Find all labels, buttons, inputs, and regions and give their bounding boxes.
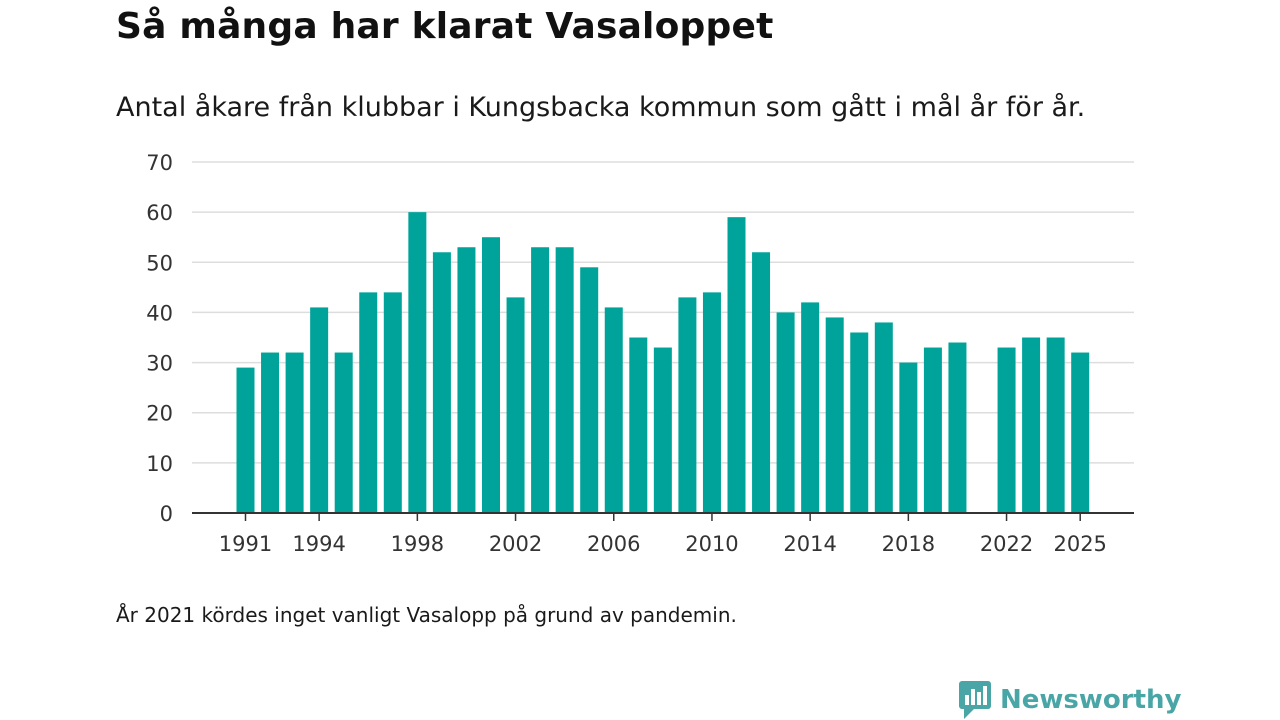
y-tick-label: 30 bbox=[146, 352, 173, 376]
bar-2000 bbox=[457, 247, 476, 513]
y-tick-label: 70 bbox=[146, 151, 173, 175]
bar-2013 bbox=[776, 312, 795, 513]
bar-1998 bbox=[408, 212, 427, 513]
footnote: År 2021 kördes inget vanligt Vasalopp på… bbox=[116, 603, 737, 627]
bar-1991 bbox=[236, 367, 255, 513]
bar-2014 bbox=[801, 302, 820, 513]
bar-1997 bbox=[383, 292, 402, 513]
x-tick-label: 1991 bbox=[219, 532, 272, 556]
chart-subtitle: Antal åkare från klubbar i Kungsbacka ko… bbox=[116, 92, 1086, 123]
bar-2004 bbox=[555, 247, 574, 513]
bar-2015 bbox=[825, 317, 844, 513]
bar-1992 bbox=[261, 352, 280, 513]
y-tick-label: 0 bbox=[160, 502, 173, 526]
y-tick-label: 10 bbox=[146, 452, 173, 476]
newsworthy-logo-icon bbox=[959, 681, 991, 719]
bar-2012 bbox=[752, 252, 771, 513]
bar-2016 bbox=[850, 332, 869, 513]
bar-2011 bbox=[727, 217, 746, 513]
bar-1994 bbox=[310, 307, 329, 513]
brand-name: Newsworthy bbox=[1000, 685, 1182, 715]
x-tick-label: 2018 bbox=[882, 532, 935, 556]
bar-1993 bbox=[285, 352, 304, 513]
x-tick-label: 1994 bbox=[292, 532, 345, 556]
y-axis-ticks: 0 10 20 30 40 50 60 70 bbox=[146, 151, 173, 526]
bar-1995 bbox=[334, 352, 353, 513]
bar-1999 bbox=[432, 252, 451, 513]
bar-chart: 0 10 20 30 40 50 60 70 1991 1994 1998 2002 2006 2010… bbox=[146, 151, 1134, 556]
bar-2006 bbox=[604, 307, 623, 513]
bar-2001 bbox=[482, 237, 500, 513]
bars bbox=[236, 212, 1090, 513]
bar-2024 bbox=[1046, 337, 1065, 513]
bar-2019 bbox=[923, 347, 942, 513]
bar-2003 bbox=[531, 247, 550, 513]
x-tick-label: 2022 bbox=[980, 532, 1033, 556]
newsworthy-logo: Newsworthy bbox=[958, 680, 1181, 720]
x-tick-label: 2006 bbox=[587, 532, 640, 556]
bar-2002 bbox=[506, 297, 525, 513]
x-tick-label: 2025 bbox=[1053, 532, 1106, 556]
y-tick-label: 40 bbox=[146, 301, 173, 325]
bar-2018 bbox=[899, 362, 918, 513]
bar-2007 bbox=[629, 337, 648, 513]
chart-title: Så många har klarat Vasaloppet bbox=[116, 6, 774, 47]
bar-2005 bbox=[580, 267, 599, 513]
x-tick-label: 2014 bbox=[783, 532, 836, 556]
bar-2022 bbox=[997, 347, 1016, 513]
bar-2009 bbox=[678, 297, 697, 513]
bar-2023 bbox=[1022, 337, 1041, 513]
x-tick-label: 1998 bbox=[391, 532, 444, 556]
bar-2017 bbox=[874, 322, 893, 513]
bar-2008 bbox=[653, 347, 672, 513]
bar-1996 bbox=[359, 292, 378, 513]
bar-2020 bbox=[948, 342, 967, 513]
x-tick-label: 2010 bbox=[685, 532, 738, 556]
y-tick-label: 50 bbox=[146, 251, 173, 275]
y-tick-label: 20 bbox=[146, 402, 173, 426]
x-axis-ticks: 1991 1994 1998 2002 2006 2010 2014 2018 2022 2025 bbox=[219, 513, 1107, 556]
bar-2010 bbox=[702, 292, 721, 513]
x-tick-label: 2002 bbox=[489, 532, 542, 556]
bar-2025 bbox=[1071, 352, 1090, 513]
y-tick-label: 60 bbox=[146, 201, 173, 225]
